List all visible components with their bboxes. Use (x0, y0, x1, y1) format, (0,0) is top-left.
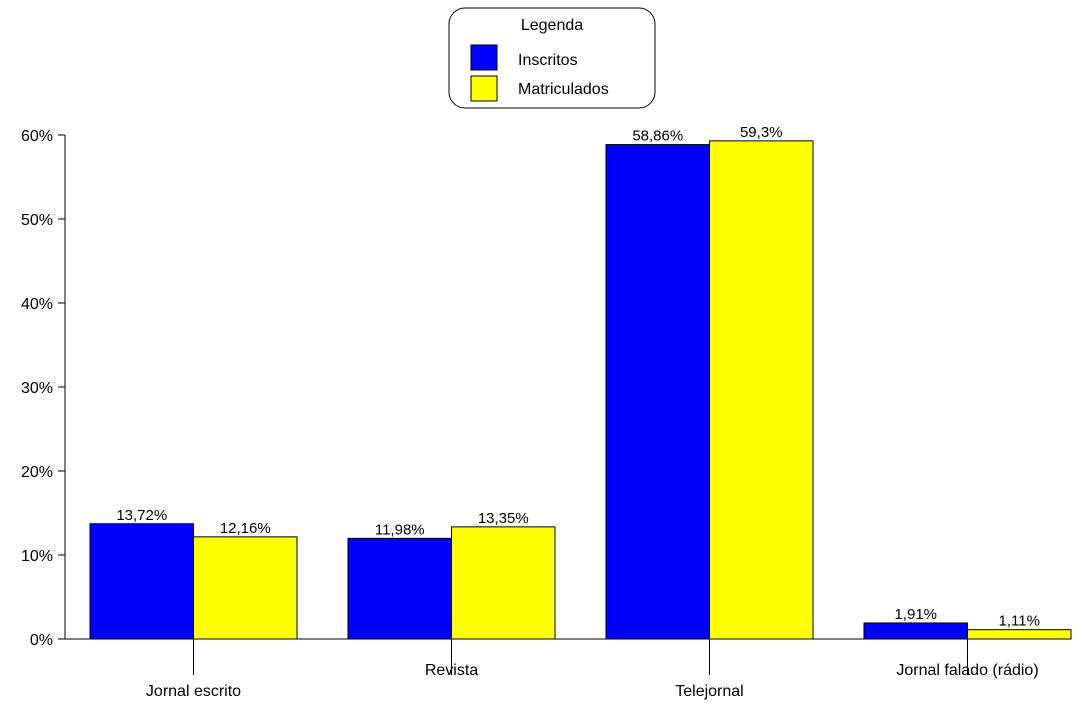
data-label: 11,98% (375, 521, 425, 538)
x-tick-label: Jornal falado (rádio) (896, 662, 1038, 679)
x-tick-label: Revista (425, 662, 478, 679)
y-tick-label: 0% (30, 632, 53, 649)
y-tick-label: 20% (21, 464, 53, 481)
y-tick-label: 60% (21, 128, 53, 145)
data-label: 13,72% (116, 507, 167, 524)
bar-inscritos (605, 144, 710, 640)
bar-matriculados (709, 140, 814, 640)
y-tick-label: 30% (21, 380, 53, 397)
data-label: 1,11% (999, 613, 1040, 630)
x-axis: Jornal escrito Revista Telejornal Jornal fa… (65, 638, 1071, 700)
legend-box (448, 7, 656, 109)
bar-inscritos (347, 537, 452, 640)
legend-label-inscritos: Inscritos (518, 52, 578, 69)
bar-inscritos (863, 622, 968, 640)
bar-matriculados (451, 526, 556, 640)
y-axis: 0% 10% 20% 30% 40% 50% 60% (21, 128, 66, 649)
legend: Legenda Inscritos Matriculados (448, 7, 656, 109)
bars-group: 13,72% 12,16% 11,98% 13,35% 58,86% 59,3% 1,91%… (89, 124, 1072, 640)
data-label: 13,35% (478, 510, 529, 527)
bar-matriculados (967, 629, 1072, 640)
bar-matriculados (193, 536, 298, 640)
y-tick-label: 40% (21, 296, 53, 313)
x-tick-label: Telejornal (675, 683, 743, 700)
data-label: 58,86% (632, 128, 683, 145)
legend-swatch-matriculados (470, 75, 498, 102)
data-label: 59,3% (740, 124, 783, 141)
legend-swatch-inscritos (470, 44, 498, 71)
data-label: 12,16% (220, 520, 271, 537)
x-tick-label: Jornal escrito (146, 683, 241, 700)
y-tick-label: 10% (21, 548, 53, 565)
legend-label-matriculados: Matriculados (518, 81, 609, 98)
bar-inscritos (89, 523, 194, 640)
y-tick-label: 50% (21, 212, 53, 229)
data-label: 1,91% (894, 606, 937, 623)
legend-title: Legenda (521, 17, 583, 34)
